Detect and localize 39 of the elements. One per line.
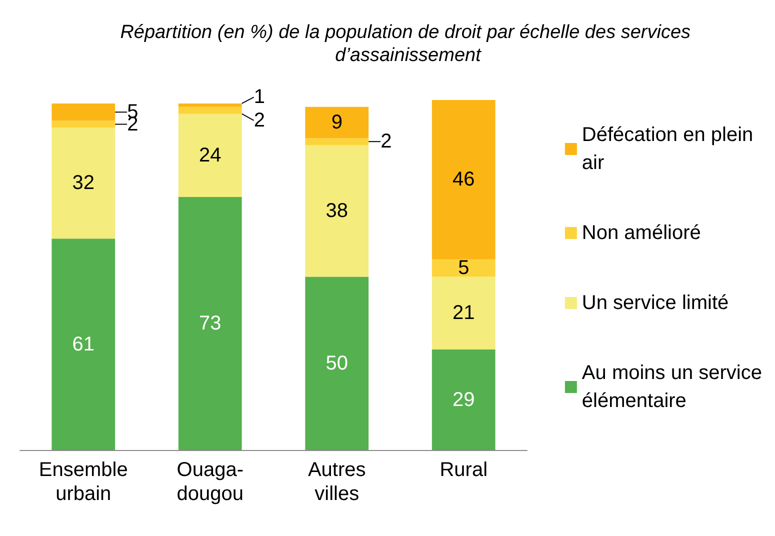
bar (178, 106, 242, 114)
data-label: 50 (326, 352, 348, 374)
data-label: 73 (199, 312, 222, 335)
data-label: 1 (254, 86, 265, 108)
legend-label: Défécation en plein air (582, 124, 754, 174)
legend-label: Un service limité (582, 292, 729, 314)
x-tick-label: Autres villes (308, 459, 366, 505)
legend-label: Non amélioré (582, 222, 701, 244)
bar (52, 128, 116, 239)
bar (305, 106, 369, 138)
data-label: 21 (452, 302, 475, 324)
data-label: 38 (326, 200, 348, 222)
bar (432, 100, 496, 260)
data-label: 32 (72, 172, 94, 194)
bar (305, 276, 369, 450)
bar (432, 350, 496, 450)
bar (432, 259, 496, 277)
bar (52, 120, 116, 128)
bar (178, 103, 242, 107)
bar (52, 103, 116, 121)
data-label: 5 (458, 257, 470, 280)
bar (432, 276, 496, 350)
bar (305, 138, 369, 146)
bar (52, 238, 116, 450)
data-label: 24 (199, 144, 222, 166)
data-label: 2 (254, 109, 265, 132)
chart-title: Répartition (en %) de la population de droit par échelle des services d’assainissement (120, 22, 696, 66)
data-label: 2 (380, 130, 392, 153)
data-label: 29 (452, 388, 475, 411)
x-tick-label: Rural (440, 459, 488, 481)
legend-label: Au moins un service élémentaire (582, 362, 762, 412)
bar (178, 114, 242, 198)
bar (178, 197, 242, 450)
data-label: 46 (452, 168, 475, 191)
data-label: 9 (331, 112, 342, 134)
data-label: 61 (72, 333, 94, 356)
bar (305, 145, 369, 277)
x-tick-label: Ouaga- dougou (176, 459, 244, 505)
x-tick-label: Ensemble urbain (38, 459, 128, 505)
